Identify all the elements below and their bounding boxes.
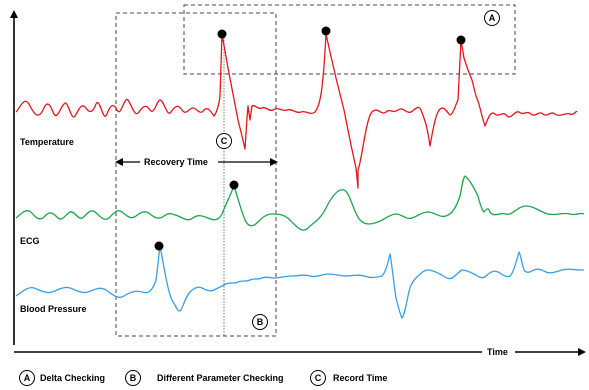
- legend-item-b: B Different Parameter Checking: [125, 370, 284, 386]
- ecg-peak-marker: [229, 180, 239, 190]
- legend-item-a: A Delta Checking: [19, 370, 105, 386]
- legend-marker-c: C: [315, 373, 322, 383]
- temperature-signal: [15, 33, 578, 189]
- recovery-time-label: Recovery Time: [144, 157, 208, 167]
- marker-a-circle: A: [484, 10, 500, 26]
- marker-b-text: B: [257, 317, 264, 327]
- legend-item-c: C Record Time: [310, 370, 387, 386]
- x-axis-label: Time: [487, 347, 508, 357]
- blood-pressure-signal: [15, 245, 584, 319]
- marker-a-text: A: [489, 13, 496, 23]
- legend-marker-b: B: [130, 373, 137, 383]
- delta-checking-box: [183, 4, 516, 75]
- temperature-peak-marker-1: [217, 29, 227, 39]
- ecg-label: ECG: [20, 236, 40, 246]
- marker-b-circle: B: [252, 314, 268, 330]
- blood-pressure-label: Blood Pressure: [20, 304, 87, 314]
- marker-c-text: C: [221, 136, 228, 146]
- marker-c-circle: C: [216, 133, 232, 149]
- temperature-peak-marker-2: [321, 26, 331, 36]
- legend-text-c: Record Time: [333, 373, 387, 383]
- parameter-checking-box: [115, 12, 277, 337]
- temperature-label: Temperature: [20, 137, 74, 147]
- blood-pressure-peak-marker: [154, 241, 164, 251]
- legend-text-b: Different Parameter Checking: [157, 373, 284, 383]
- temperature-peak-marker-3: [456, 35, 466, 45]
- legend-marker-a: A: [24, 373, 31, 383]
- legend-text-a: Delta Checking: [40, 373, 105, 383]
- ecg-signal: [15, 175, 585, 231]
